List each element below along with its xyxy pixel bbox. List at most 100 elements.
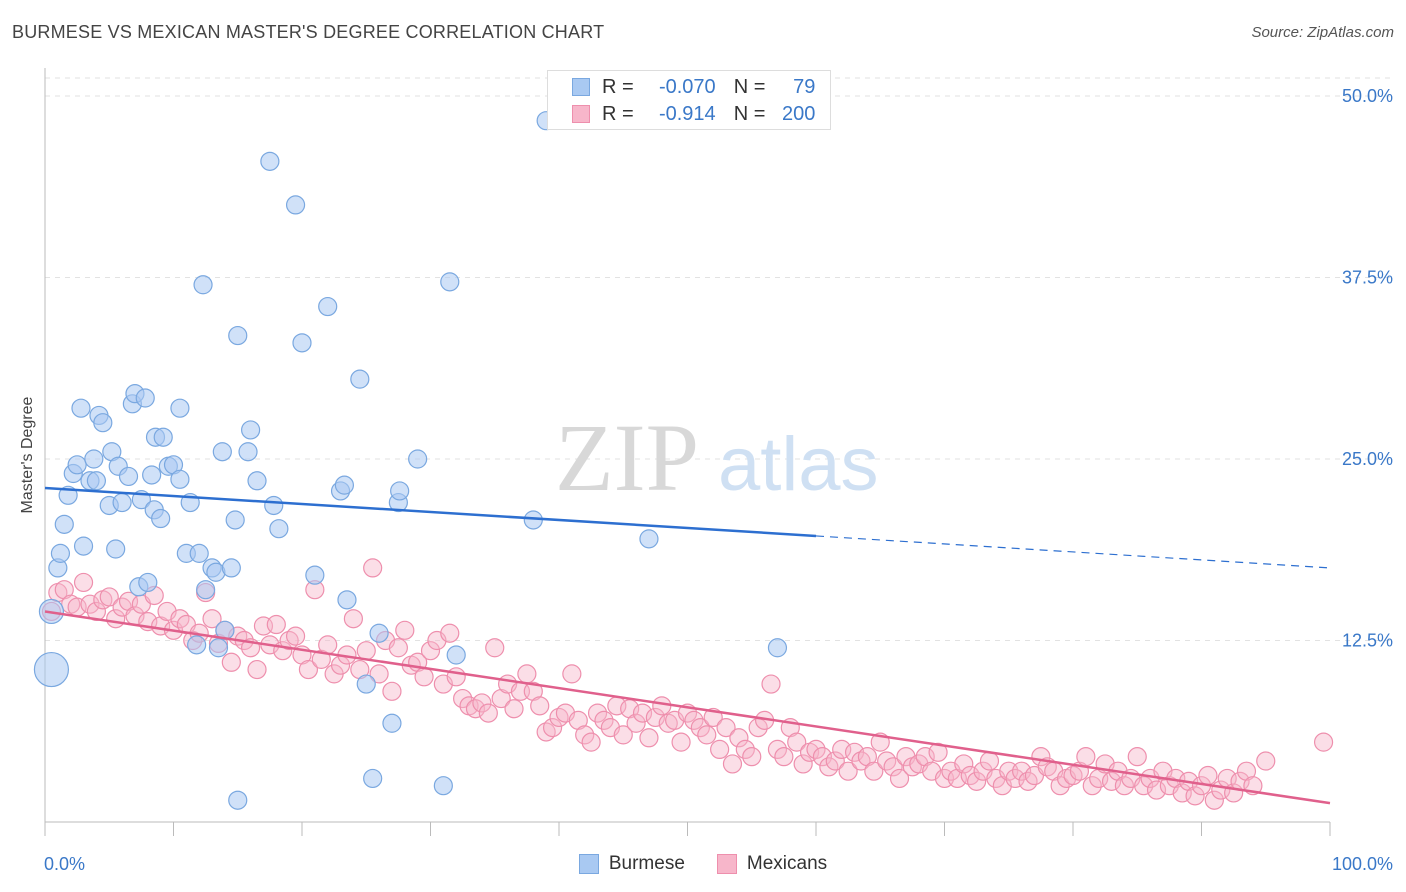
mexicans-point xyxy=(1185,786,1205,806)
mexicans-point xyxy=(652,696,672,716)
mexicans-point xyxy=(363,558,383,578)
burmese-point xyxy=(382,713,402,733)
mexicans-swatch xyxy=(716,854,737,874)
mexicans-point xyxy=(793,754,813,774)
mexicans-point xyxy=(639,728,659,748)
mexicans-point xyxy=(247,659,267,680)
mexicans-point xyxy=(562,664,582,684)
mexicans-point xyxy=(530,696,550,716)
burmese-point xyxy=(369,623,389,643)
mexicans-point xyxy=(472,693,492,713)
mexicans-point xyxy=(73,572,94,593)
mexicans-trend-line xyxy=(44,610,1331,805)
mexicans-point xyxy=(825,751,845,771)
burmese-point xyxy=(208,638,229,658)
burmese-point xyxy=(142,465,162,485)
burmese-point xyxy=(305,565,325,585)
mexicans-point xyxy=(864,761,884,781)
mexicans-point xyxy=(266,614,286,635)
burmese-point xyxy=(50,543,71,563)
burmese-point xyxy=(138,572,158,593)
stats-legend: R = -0.070 N = 79 R = -0.914 N = 200 xyxy=(547,70,831,130)
mexicans-point xyxy=(954,754,974,774)
mexicans-point xyxy=(684,710,704,730)
mexicans-point xyxy=(1134,776,1154,796)
burmese-point xyxy=(135,388,155,408)
burmese-point xyxy=(153,427,173,447)
mexicans-point xyxy=(594,710,614,730)
legend-item-mexicans: Mexicans xyxy=(716,853,827,875)
mexicans-point xyxy=(697,725,717,745)
burmese-point xyxy=(228,325,248,346)
burmese-point xyxy=(106,539,126,559)
legend-row-mexicans: R = -0.914 N = 200 xyxy=(572,102,815,126)
burmese-point xyxy=(86,471,107,491)
mexicans-point xyxy=(99,587,119,607)
mexicans-point xyxy=(1198,765,1218,786)
burmese-swatch xyxy=(578,854,599,874)
n-value: 200 xyxy=(782,102,816,125)
legend-item-burmese: Burmese xyxy=(578,853,685,875)
chart-title: BURMESE VS MEXICAN MASTER'S DEGREE CORRE… xyxy=(12,22,605,42)
mexicans-point xyxy=(626,713,646,733)
legend-row-burmese: R = -0.070 N = 79 xyxy=(572,75,815,99)
mexicans-point xyxy=(285,626,306,646)
mexicans-point xyxy=(298,659,319,680)
burmese-point xyxy=(33,651,70,688)
burmese-point xyxy=(318,296,338,317)
mexicans-point xyxy=(889,768,910,789)
mexicans-point xyxy=(478,703,498,723)
mexicans-point xyxy=(1101,771,1122,791)
burmese-point xyxy=(247,471,267,491)
mexicans-point xyxy=(485,638,505,658)
mexicans-point xyxy=(632,703,653,723)
burmese-point xyxy=(292,333,312,353)
watermark-atlas: atlas xyxy=(718,422,879,507)
y-tick-label: 12.5% xyxy=(1342,631,1393,651)
mexicans-point xyxy=(838,761,858,781)
burmese-point xyxy=(193,275,213,295)
r-label: R = xyxy=(602,102,634,125)
mexicans-point xyxy=(1076,747,1096,767)
mexicans-point xyxy=(414,667,434,687)
burmese-point xyxy=(238,442,258,462)
mexicans-point xyxy=(388,638,408,658)
y-axis-label: Master's Degree xyxy=(19,396,36,514)
watermark-zip: ZIP xyxy=(555,404,699,511)
mexicans-point xyxy=(542,718,563,738)
burmese-point xyxy=(260,151,280,171)
y-tick-label: 25.0% xyxy=(1342,449,1393,469)
r-value: -0.914 xyxy=(658,102,716,125)
mexicans-point xyxy=(395,620,415,640)
burmese-swatch xyxy=(572,78,590,96)
mexicans-point xyxy=(202,609,222,629)
burmese-point xyxy=(187,635,207,655)
mexicans-point xyxy=(742,747,762,767)
mexicans-point xyxy=(1313,732,1334,752)
mexicans-point xyxy=(446,667,466,687)
mexicans-point xyxy=(716,718,736,738)
burmese-point xyxy=(118,466,139,487)
mexicans-point xyxy=(581,732,601,752)
burmese-point xyxy=(433,776,453,796)
mexicans-point xyxy=(1127,747,1147,767)
mexicans-point xyxy=(382,681,402,701)
mexicans-point xyxy=(613,725,633,745)
mexicans-point xyxy=(575,725,595,745)
mexicans-point xyxy=(979,751,1000,771)
grid-lines xyxy=(45,77,1395,641)
mexicans-point xyxy=(767,739,788,760)
mexicans-point xyxy=(587,703,608,723)
mexicans-point xyxy=(1050,776,1070,796)
mexicans-point xyxy=(690,718,710,738)
burmese-point xyxy=(285,195,306,215)
burmese-point xyxy=(446,645,466,665)
mexicans-point xyxy=(787,732,807,752)
burmese-point xyxy=(264,495,284,516)
burmese-point xyxy=(228,790,248,810)
burmese-point xyxy=(84,449,104,469)
burmese-point xyxy=(363,768,383,789)
mexicans-point xyxy=(722,754,743,774)
burmese-point xyxy=(225,510,245,530)
burmese-point xyxy=(390,481,410,501)
